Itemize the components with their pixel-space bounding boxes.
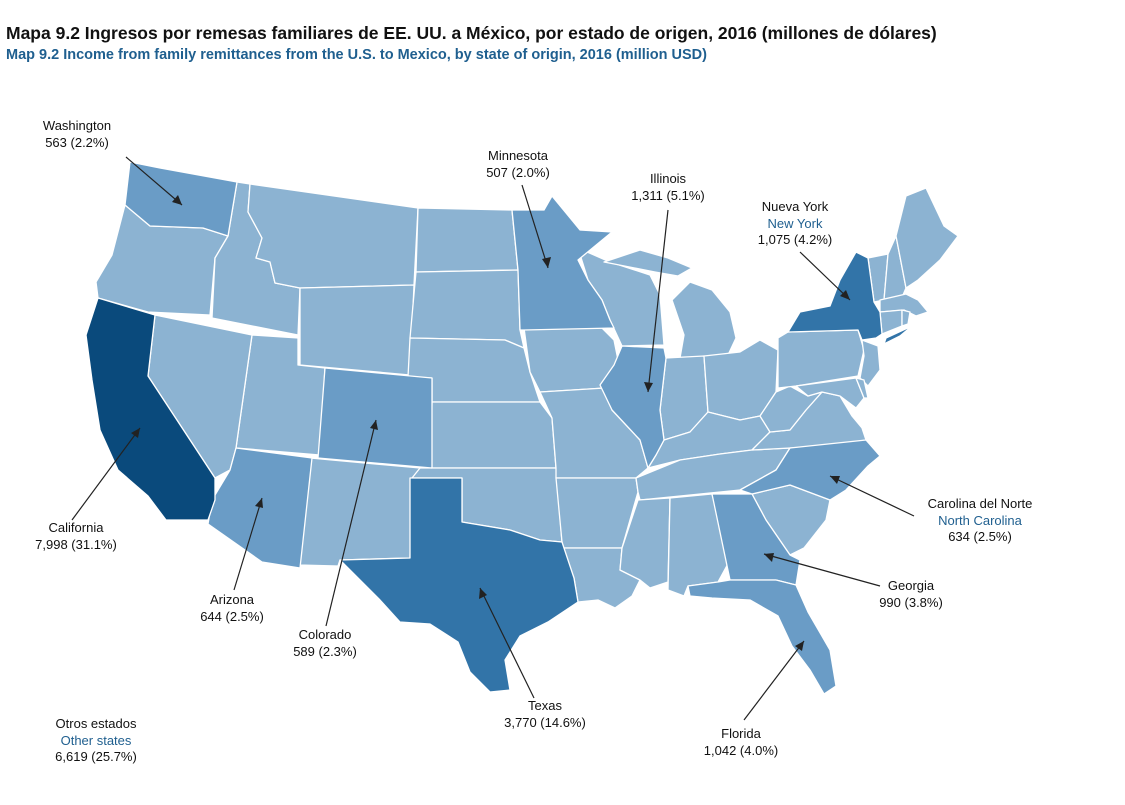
state-florida (687, 579, 837, 695)
arrowhead-california (131, 428, 140, 438)
leader-arizona (233, 497, 263, 591)
label-illinois-value: 1,311 (5.1%) (631, 187, 705, 203)
label-other-states: Otros estados Other states 6,619 (25.7%) (36, 716, 156, 766)
state-texas (339, 477, 579, 693)
label-minnesota-name: Minnesota (488, 148, 548, 163)
leader-georgia (763, 553, 881, 587)
label-washington-value: 563 (2.2%) (45, 134, 109, 150)
label-arizona: Arizona 644 (2.5%) (177, 592, 287, 625)
label-illinois: Illinois 1,311 (5.1%) (613, 171, 723, 204)
label-texas: Texas 3,770 (14.6%) (490, 698, 600, 731)
state-south-dakota (409, 269, 525, 349)
state-new-mexico (299, 457, 421, 567)
label-florida-name: Florida (721, 726, 761, 741)
leader-colorado (325, 419, 377, 627)
label-other-states-name: Otros estados (55, 716, 137, 731)
state-kansas (429, 401, 557, 469)
label-north-carolina: Carolina del Norte North Carolina 634 (2… (905, 496, 1055, 546)
label-georgia-value: 990 (3.8%) (879, 594, 943, 610)
state-north-dakota (415, 207, 519, 273)
label-texas-name: Texas (528, 698, 562, 713)
leader-new-york (799, 251, 851, 301)
leader-illinois (647, 209, 669, 393)
state-delaware (855, 377, 869, 399)
arrowhead-colorado (370, 420, 378, 430)
label-california-name: California (48, 520, 104, 535)
title-spanish: Mapa 9.2 Ingresos por remesas familiares… (6, 23, 937, 43)
arrowhead-north-carolina (830, 476, 840, 484)
title-english: Map 9.2 Income from family remittances f… (6, 47, 707, 63)
arrowhead-texas (479, 588, 487, 599)
label-colorado-value: 589 (2.3%) (293, 643, 357, 659)
state-new-jersey (859, 339, 881, 387)
leader-washington (125, 156, 183, 206)
label-florida-value: 1,042 (4.0%) (703, 742, 779, 758)
label-texas-value: 3,770 (14.6%) (504, 714, 586, 730)
state-rhode-island (901, 309, 911, 327)
label-new-york: Nueva York New York 1,075 (4.2%) (735, 199, 855, 249)
label-north-carolina-value: 634 (2.5%) (948, 529, 1012, 544)
label-other-states-name-en: Other states (60, 732, 132, 748)
state-montana (247, 183, 419, 289)
label-new-york-value: 1,075 (4.2%) (757, 232, 833, 247)
state-michigan (603, 249, 737, 359)
label-georgia-name: Georgia (887, 578, 935, 593)
label-florida: Florida 1,042 (4.0%) (686, 726, 796, 759)
state-california (85, 297, 216, 521)
state-shapes (85, 161, 959, 695)
leader-minnesota (521, 184, 549, 269)
state-new-york (787, 251, 913, 345)
leader-texas (479, 587, 535, 699)
label-north-carolina-name-en: North Carolina (938, 512, 1022, 528)
label-new-york-name: Nueva York (761, 199, 829, 214)
label-illinois-name: Illinois (649, 171, 687, 186)
label-arizona-name: Arizona (209, 592, 255, 607)
leader-lines (71, 156, 915, 721)
label-california: California 7,998 (31.1%) (12, 520, 140, 553)
leader-california (71, 427, 141, 521)
state-connecticut (879, 309, 903, 335)
state-colorado (317, 367, 433, 469)
state-maine (895, 187, 959, 289)
state-minnesota (511, 195, 615, 331)
arrowhead-new-york (840, 290, 850, 300)
label-georgia: Georgia 990 (3.8%) (856, 578, 966, 611)
arrowhead-washington (172, 195, 182, 205)
arrowhead-minnesota (542, 257, 551, 268)
label-new-york-name-en: New York (767, 215, 823, 231)
state-arizona (207, 447, 313, 569)
leader-north-carolina (829, 475, 915, 517)
arrowhead-arizona (255, 498, 263, 508)
label-north-carolina-name: Carolina del Norte (927, 496, 1033, 511)
leader-arrowheads (131, 195, 850, 651)
label-arizona-value: 644 (2.5%) (200, 608, 264, 624)
arrowhead-georgia (764, 553, 774, 562)
label-california-value: 7,998 (31.1%) (35, 536, 117, 552)
label-other-states-value: 6,619 (25.7%) (55, 749, 137, 764)
label-colorado: Colorado 589 (2.3%) (270, 627, 380, 660)
label-washington-name: Washington (42, 118, 112, 133)
state-north-carolina (739, 439, 881, 501)
state-wyoming (299, 284, 415, 376)
arrowhead-illinois (644, 382, 653, 392)
arrowhead-florida (795, 641, 804, 651)
label-washington: Washington 563 (2.2%) (22, 118, 132, 151)
leader-florida (743, 640, 805, 721)
label-minnesota: Minnesota 507 (2.0%) (463, 148, 573, 181)
label-colorado-name: Colorado (298, 627, 352, 642)
label-minnesota-value: 507 (2.0%) (486, 164, 550, 180)
